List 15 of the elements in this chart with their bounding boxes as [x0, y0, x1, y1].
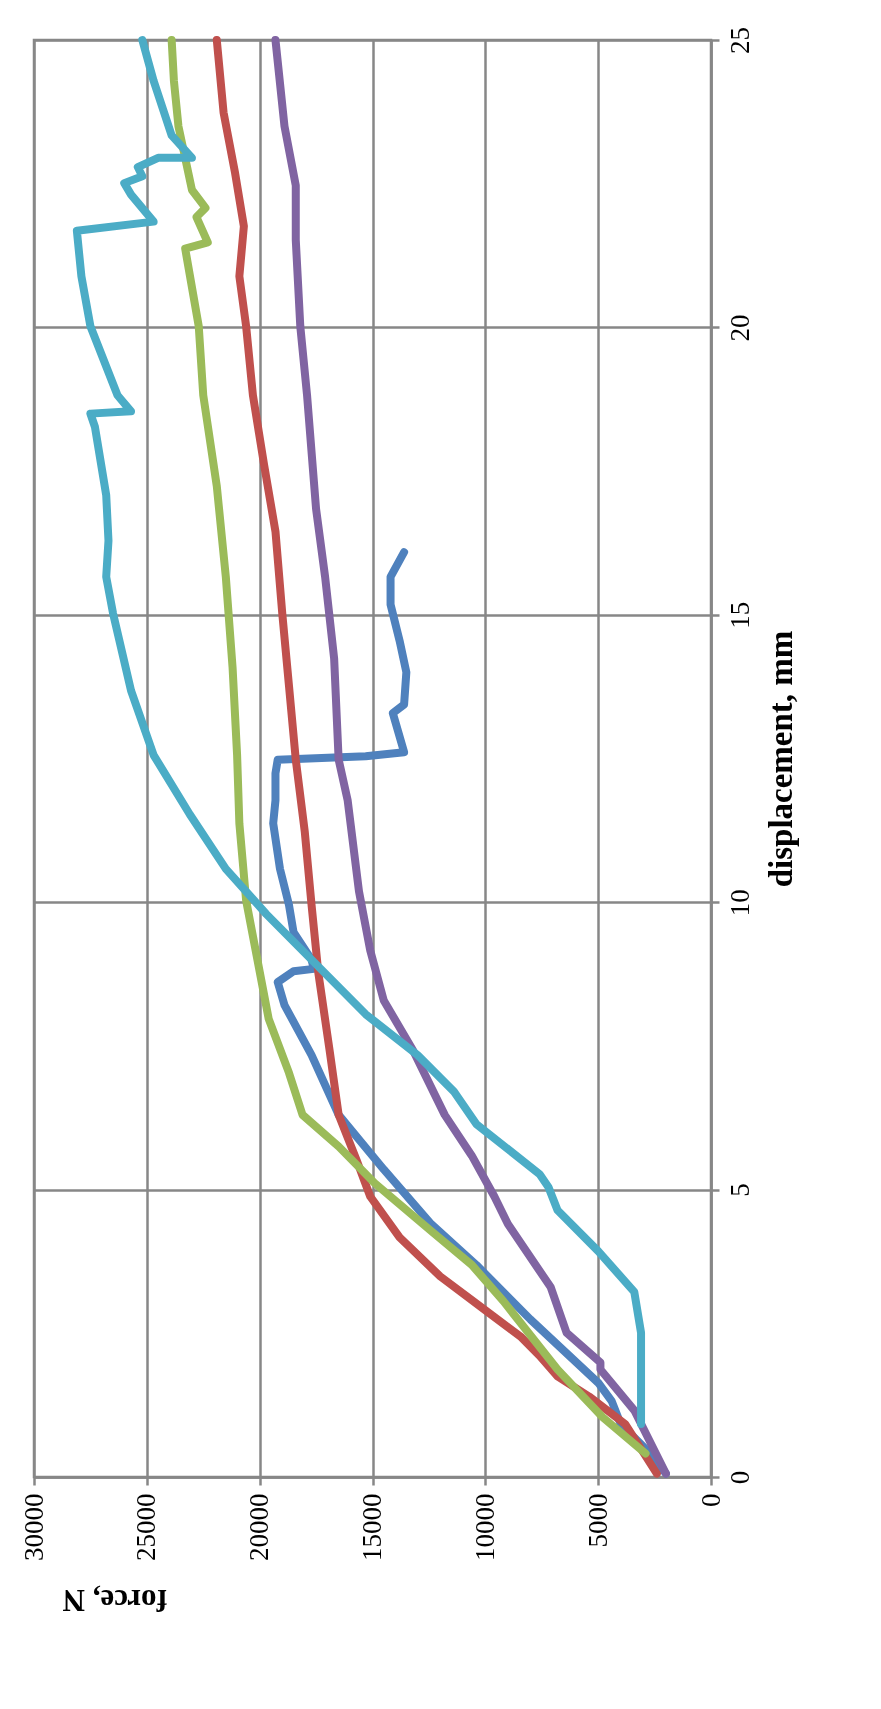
y-tick-label: 5: [724, 1183, 755, 1197]
y-tick-label: 25: [724, 27, 755, 54]
y-tick-label: 10: [724, 889, 755, 917]
y-axis-title: displacement, mm: [762, 630, 799, 888]
x-tick-label: 15000: [357, 1493, 387, 1561]
x-axis-title: force, N: [62, 1582, 167, 1618]
x-tick-label: 20000: [244, 1493, 275, 1561]
y-tick-label: 20: [724, 314, 755, 342]
y-tick-label: 15: [724, 601, 755, 629]
x-tick-label: 10000: [469, 1493, 500, 1561]
x-tick-label: 30000: [18, 1493, 49, 1561]
x-tick-label: 25000: [131, 1493, 162, 1561]
x-tick-label: 0: [695, 1493, 726, 1507]
y-tick-label: 0: [724, 1470, 755, 1485]
x-tick-label: 5000: [582, 1493, 613, 1548]
